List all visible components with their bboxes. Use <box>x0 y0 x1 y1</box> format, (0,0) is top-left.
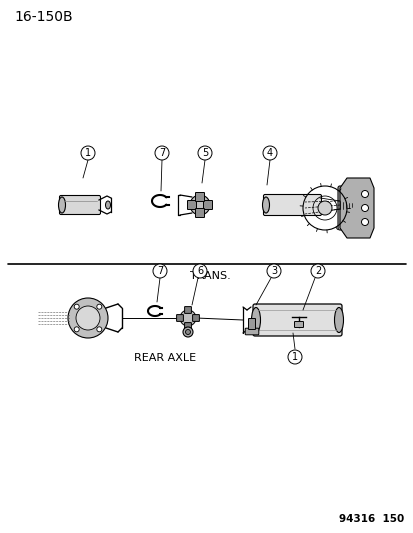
Text: 7: 7 <box>159 148 165 158</box>
Text: 5: 5 <box>202 148 208 158</box>
FancyBboxPatch shape <box>184 306 191 313</box>
Text: 6: 6 <box>197 266 202 276</box>
FancyBboxPatch shape <box>187 200 196 209</box>
FancyBboxPatch shape <box>248 319 255 329</box>
Circle shape <box>310 264 324 278</box>
Text: 2: 2 <box>314 266 320 276</box>
Text: 4: 4 <box>266 148 273 158</box>
Ellipse shape <box>190 195 209 215</box>
Circle shape <box>74 304 79 309</box>
Ellipse shape <box>334 308 343 333</box>
Ellipse shape <box>251 308 260 333</box>
FancyBboxPatch shape <box>184 322 191 329</box>
Text: REAR AXLE: REAR AXLE <box>134 353 196 363</box>
Ellipse shape <box>262 197 269 213</box>
Polygon shape <box>339 178 373 238</box>
Circle shape <box>287 350 301 364</box>
Ellipse shape <box>105 201 110 209</box>
Circle shape <box>76 306 100 330</box>
Text: 1: 1 <box>85 148 91 158</box>
Circle shape <box>361 219 368 225</box>
FancyBboxPatch shape <box>59 196 100 214</box>
Circle shape <box>361 205 368 212</box>
FancyBboxPatch shape <box>203 200 212 209</box>
Circle shape <box>361 190 368 198</box>
FancyBboxPatch shape <box>252 304 341 336</box>
Circle shape <box>153 264 166 278</box>
Text: 16-150B: 16-150B <box>14 10 72 24</box>
Circle shape <box>266 264 280 278</box>
Circle shape <box>262 146 276 160</box>
Circle shape <box>185 329 190 335</box>
Circle shape <box>74 327 79 332</box>
Text: TRANS.: TRANS. <box>189 271 230 281</box>
Circle shape <box>192 264 206 278</box>
Text: 7: 7 <box>157 266 163 276</box>
Circle shape <box>154 146 169 160</box>
FancyBboxPatch shape <box>294 321 303 327</box>
FancyBboxPatch shape <box>337 186 361 230</box>
FancyBboxPatch shape <box>192 314 199 321</box>
FancyBboxPatch shape <box>176 314 183 321</box>
Circle shape <box>183 327 192 337</box>
Ellipse shape <box>180 310 195 326</box>
FancyBboxPatch shape <box>244 328 258 335</box>
Circle shape <box>97 327 102 332</box>
Ellipse shape <box>317 201 331 215</box>
Text: 3: 3 <box>270 266 276 276</box>
Circle shape <box>197 146 211 160</box>
Circle shape <box>97 304 102 309</box>
FancyBboxPatch shape <box>195 192 204 201</box>
Circle shape <box>68 298 108 338</box>
FancyBboxPatch shape <box>195 208 204 217</box>
Ellipse shape <box>58 197 65 213</box>
Circle shape <box>81 146 95 160</box>
Text: 94316  150: 94316 150 <box>338 514 403 524</box>
Text: 1: 1 <box>291 352 297 362</box>
FancyBboxPatch shape <box>263 195 321 215</box>
